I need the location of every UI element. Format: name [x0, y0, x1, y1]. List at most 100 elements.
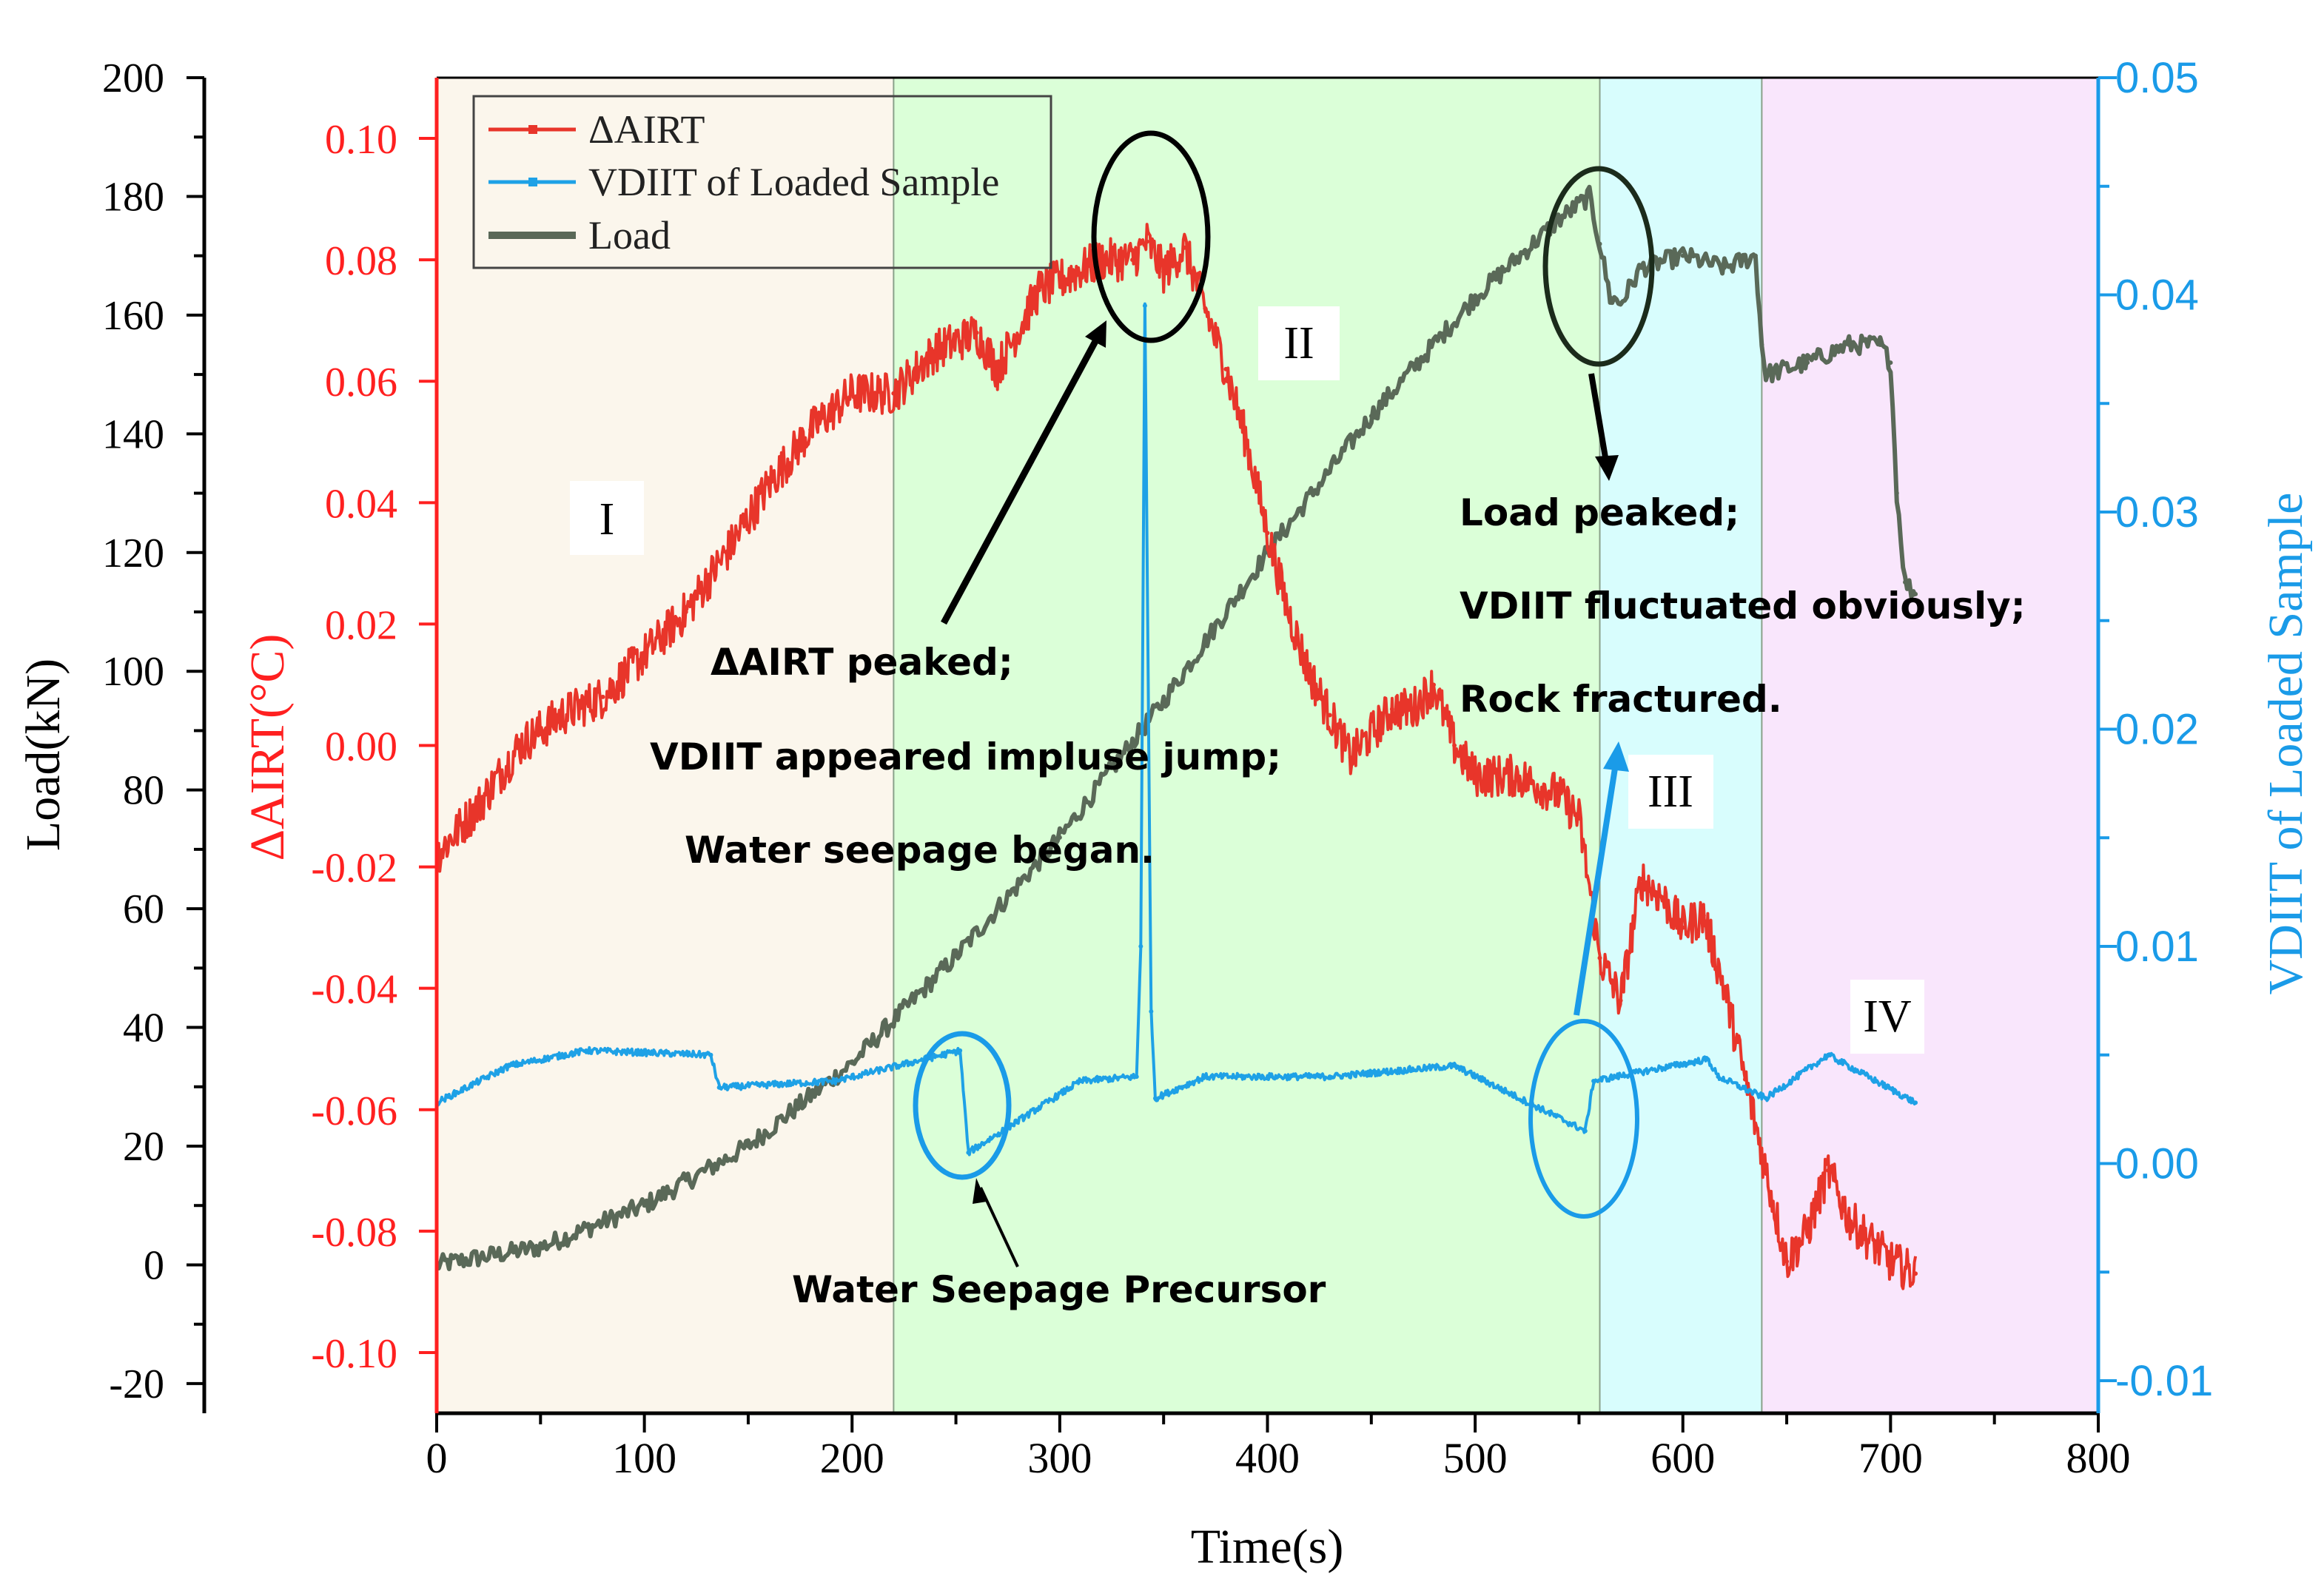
data-point-aairt [767, 482, 771, 487]
data-point-vdiit [1591, 1078, 1596, 1083]
load-tick-label: -20 [109, 1361, 164, 1407]
load-tick-label: 0 [144, 1242, 164, 1288]
data-point-aairt [995, 366, 1000, 371]
x-tick-label: 200 [820, 1434, 884, 1482]
phase-label-3: III [1648, 767, 1693, 817]
data-point-vdiit [1203, 1074, 1208, 1080]
aairt-tick-label: -0.04 [311, 967, 397, 1013]
data-point-vdiit [507, 1063, 512, 1068]
legend-label-vdiit: VDIIT of Loaded Sample [588, 160, 999, 204]
load-axis-title: Load(kN) [16, 659, 70, 851]
data-point-aairt [1182, 245, 1187, 250]
data-point-aairt [476, 804, 481, 809]
data-point-load [1473, 294, 1478, 300]
data-series [437, 184, 1918, 1290]
data-point-aairt [1473, 773, 1478, 778]
data-point-load [1878, 343, 1883, 347]
load-tick-label: 160 [102, 293, 164, 339]
data-point-aairt [1659, 895, 1665, 900]
annotation-load-peak-line-1: Load peaked; [1460, 491, 1739, 534]
aairt-tick-label: 0.04 [325, 481, 397, 527]
load-tick-label: 180 [102, 174, 164, 220]
fluctuation-ellipse [1528, 1019, 1639, 1219]
data-point-aairt [642, 652, 647, 657]
series-line-load [437, 184, 1918, 1271]
data-point-vdiit [966, 1150, 971, 1155]
vdiit-axis-title: VDIIT of Loaded Sample [2259, 493, 2313, 995]
data-point-aairt [1410, 707, 1415, 712]
x-tick-label: 800 [2066, 1434, 2131, 1482]
data-point-load [1888, 360, 1893, 366]
data-point-load [1556, 218, 1561, 223]
data-point-vdiit [1826, 1052, 1831, 1057]
aairt-tick-label: -0.06 [311, 1088, 397, 1134]
annotation-aairt-peak-line-1: ΔAIRT peaked; [711, 641, 1013, 684]
series-line-vdiit [437, 302, 1917, 1157]
data-point-vdiit [1327, 1074, 1332, 1080]
data-point-aairt [1514, 773, 1519, 778]
aairt-tick-label: 0.10 [325, 117, 397, 163]
data-point-vdiit [1716, 1074, 1721, 1080]
data-point-aairt [1161, 269, 1166, 275]
data-point-aairt [1286, 610, 1291, 614]
data-point-vdiit [716, 1085, 722, 1090]
data-point-aairt [559, 713, 564, 718]
data-point-vdiit [1142, 303, 1147, 309]
data-point-load [850, 1060, 855, 1065]
vdiit-tick-label: 0.05 [2115, 54, 2199, 102]
data-point-load [1894, 491, 1899, 496]
data-point-aairt [1826, 1168, 1831, 1173]
data-point-load [1903, 579, 1908, 585]
data-point-load [538, 1245, 543, 1250]
data-point-vdiit [833, 1078, 838, 1083]
phase-label-bg-2 [1258, 306, 1340, 380]
aairt-tick-label: 0.08 [325, 238, 397, 284]
data-point-aairt [1597, 955, 1602, 960]
data-point-aairt [1618, 998, 1623, 1003]
data-point-aairt [1203, 306, 1208, 311]
data-point-vdiit [958, 1048, 963, 1053]
data-point-vdiit [1152, 1096, 1158, 1101]
series-line-aairt [437, 223, 1918, 1290]
data-point-aairt [1431, 682, 1436, 687]
aairt-tick-label: 0.00 [325, 724, 397, 770]
data-point-vdiit [1078, 1078, 1083, 1083]
data-point-load [745, 1144, 750, 1148]
data-point-aairt [1847, 1216, 1852, 1222]
data-point-aairt [850, 391, 855, 396]
legend-box [472, 95, 1052, 269]
data-point-aairt [1556, 792, 1561, 797]
data-point-load [953, 954, 958, 959]
phase-label-4: IV [1863, 991, 1912, 1042]
data-point-vdiit [1705, 1057, 1710, 1062]
phase-label-bg-3 [1628, 755, 1713, 829]
phase-regions [437, 78, 2098, 1413]
data-point-aairt [1576, 815, 1582, 821]
phase-label-2: II [1283, 318, 1314, 368]
data-point-vdiit [708, 1052, 713, 1057]
data-point-aairt [1223, 366, 1229, 371]
vdiit-tick-label: 0.01 [2115, 923, 2199, 971]
seepage-precursor-ellipse [913, 1031, 1012, 1180]
load-tick-label: 40 [123, 1006, 164, 1051]
data-point-aairt [1888, 1259, 1893, 1264]
x-axis-title: Time(s) [1191, 1520, 1344, 1574]
phase-label-bg-4 [1850, 980, 1924, 1054]
data-point-aairt [891, 391, 896, 396]
data-point-aairt [1742, 1077, 1747, 1082]
data-point-aairt [1389, 707, 1394, 712]
data-point-aairt [683, 610, 688, 614]
load-tick-label: 80 [123, 768, 164, 814]
data-point-vdiit [1913, 1100, 1918, 1105]
data-point-load [1639, 265, 1644, 270]
arrow-seepage-precursor-head [973, 1178, 987, 1204]
load-tick-label: 100 [102, 649, 164, 695]
phase-region-2 [893, 78, 1600, 1413]
data-point-aairt [933, 349, 938, 354]
data-point-aairt [1722, 986, 1727, 991]
data-point-load [1759, 343, 1764, 347]
phase-region-3 [1599, 78, 1762, 1413]
aairt-tick-label: 0.02 [325, 602, 397, 648]
data-point-vdiit [584, 1048, 589, 1053]
